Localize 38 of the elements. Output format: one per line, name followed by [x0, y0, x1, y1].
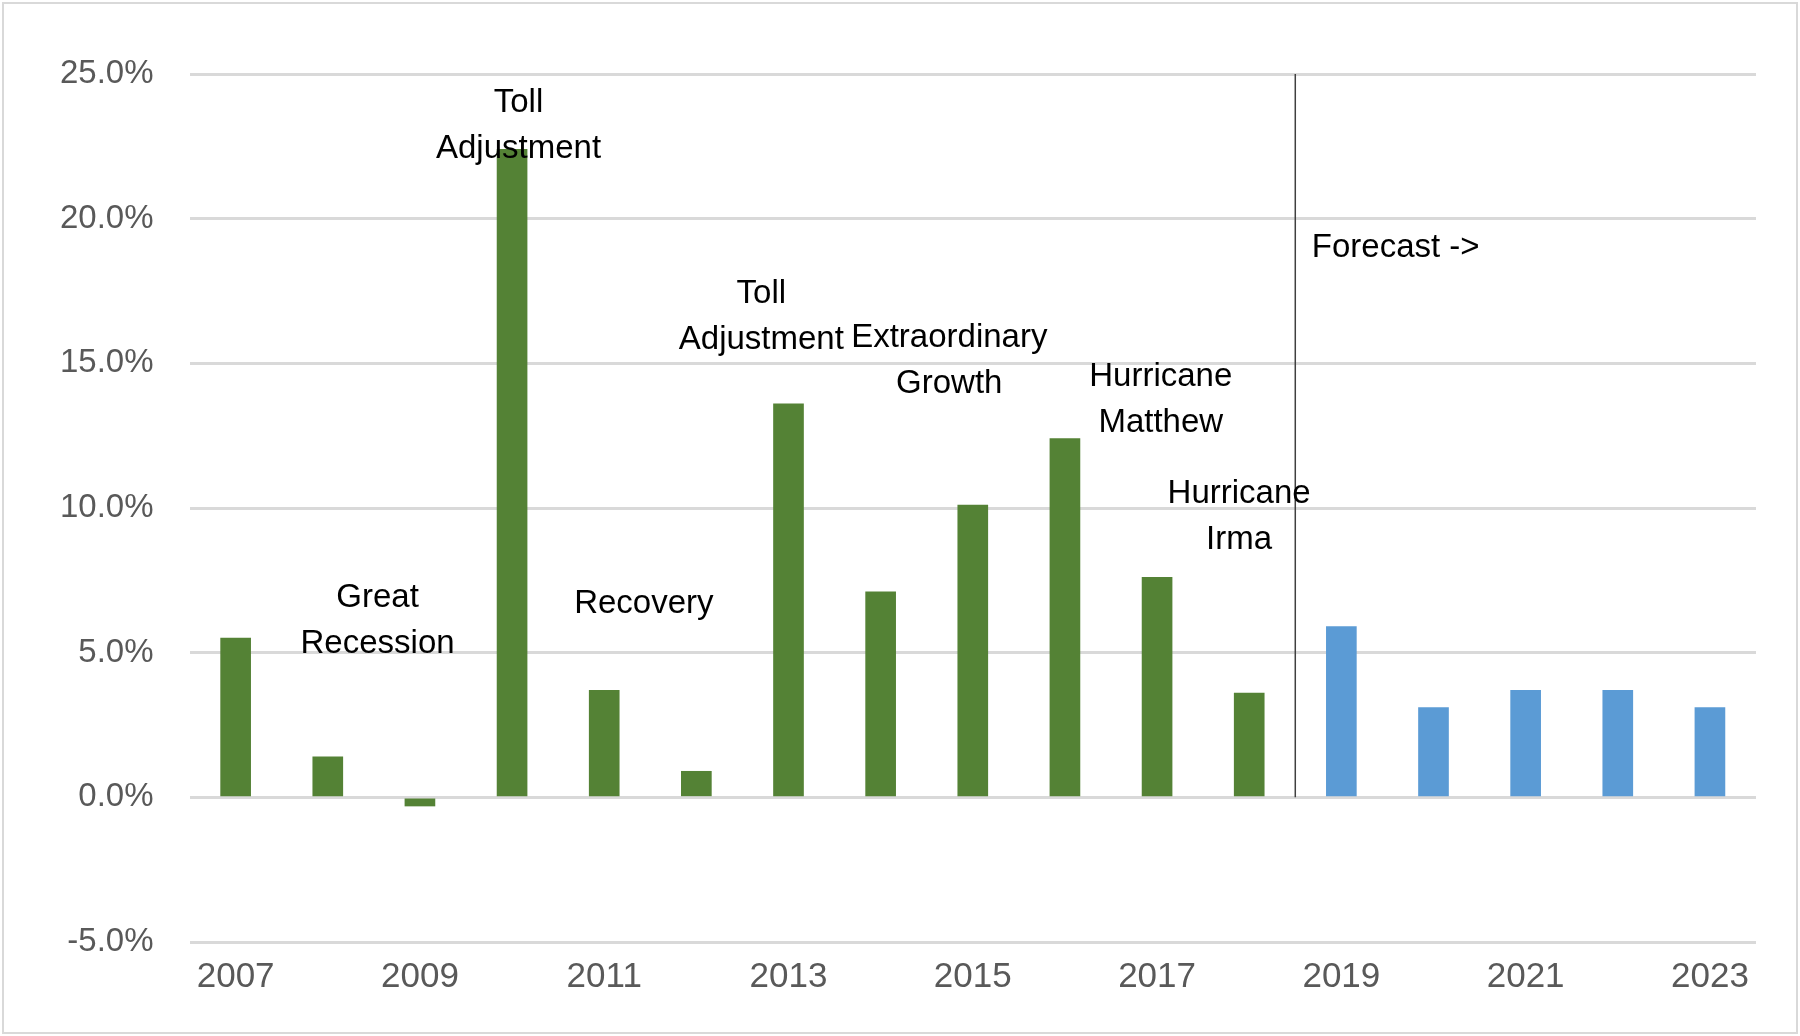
x-tick-label: 2021: [1486, 954, 1565, 994]
y-tick-label: -5.0%: [67, 921, 154, 959]
bar: [681, 770, 712, 797]
bar: [1326, 626, 1357, 797]
annotation: Forecast ->: [1311, 226, 1480, 264]
x-tick-label: 2011: [566, 954, 642, 994]
y-tick-label: 0.0%: [78, 776, 154, 814]
x-tick-label: 2017: [1118, 954, 1197, 994]
bar: [773, 403, 804, 797]
x-tick-label: 2023: [1670, 954, 1749, 994]
y-tick-label: 10.0%: [59, 487, 154, 525]
bar: [1233, 692, 1265, 797]
bar: [312, 756, 344, 797]
bar: [865, 591, 896, 797]
bar: [1418, 707, 1449, 797]
bar: [1694, 707, 1726, 797]
y-tick-label: 5.0%: [78, 631, 154, 669]
annotation: Extraordinary Growth: [851, 316, 1048, 400]
x-tick-label: 2007: [196, 954, 275, 994]
y-tick-label: 15.0%: [59, 342, 154, 380]
annotation: Toll Adjustment: [678, 273, 844, 357]
x-tick-label: 2009: [380, 954, 459, 994]
bar: [1510, 689, 1541, 797]
y-tick-label: 25.0%: [59, 53, 154, 91]
x-tick-label: 2019: [1302, 954, 1381, 994]
x-tick-label: 2013: [749, 954, 828, 994]
bar: [1602, 689, 1634, 797]
bar: [957, 504, 989, 797]
bar: [588, 689, 620, 797]
bar: [1049, 438, 1081, 797]
x-tick-label: 2015: [933, 954, 1012, 994]
bar: [220, 637, 251, 797]
annotation: Toll Adjustment: [435, 82, 602, 166]
bar: [1141, 577, 1173, 797]
annotation: Great Recession: [300, 576, 455, 660]
annotation: Recovery: [574, 582, 715, 620]
annotation: Hurricane Matthew: [1089, 355, 1233, 439]
y-tick-label: 20.0%: [59, 197, 154, 235]
